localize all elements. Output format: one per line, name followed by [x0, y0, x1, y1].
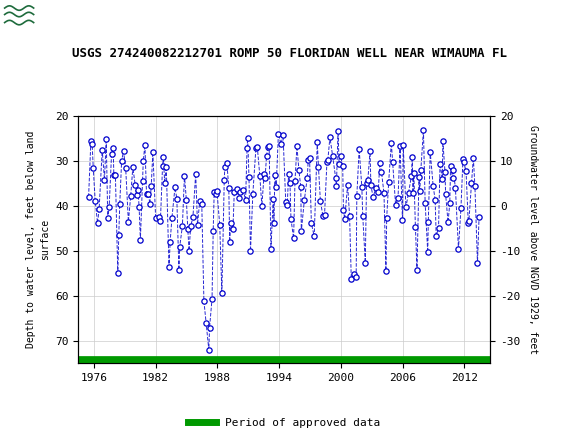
Y-axis label: Depth to water level, feet below land
surface: Depth to water level, feet below land su…	[26, 131, 49, 348]
Text: USGS 274240082212701 ROMP 50 FLORIDAN WELL NEAR WIMAUMA FL: USGS 274240082212701 ROMP 50 FLORIDAN WE…	[72, 47, 508, 60]
Y-axis label: Groundwater level above NGVD 1929, feet: Groundwater level above NGVD 1929, feet	[528, 125, 538, 354]
Legend: Period of approved data: Period of approved data	[184, 413, 385, 430]
Text: USGS: USGS	[38, 9, 85, 24]
Bar	[3, 3, 67, 30]
